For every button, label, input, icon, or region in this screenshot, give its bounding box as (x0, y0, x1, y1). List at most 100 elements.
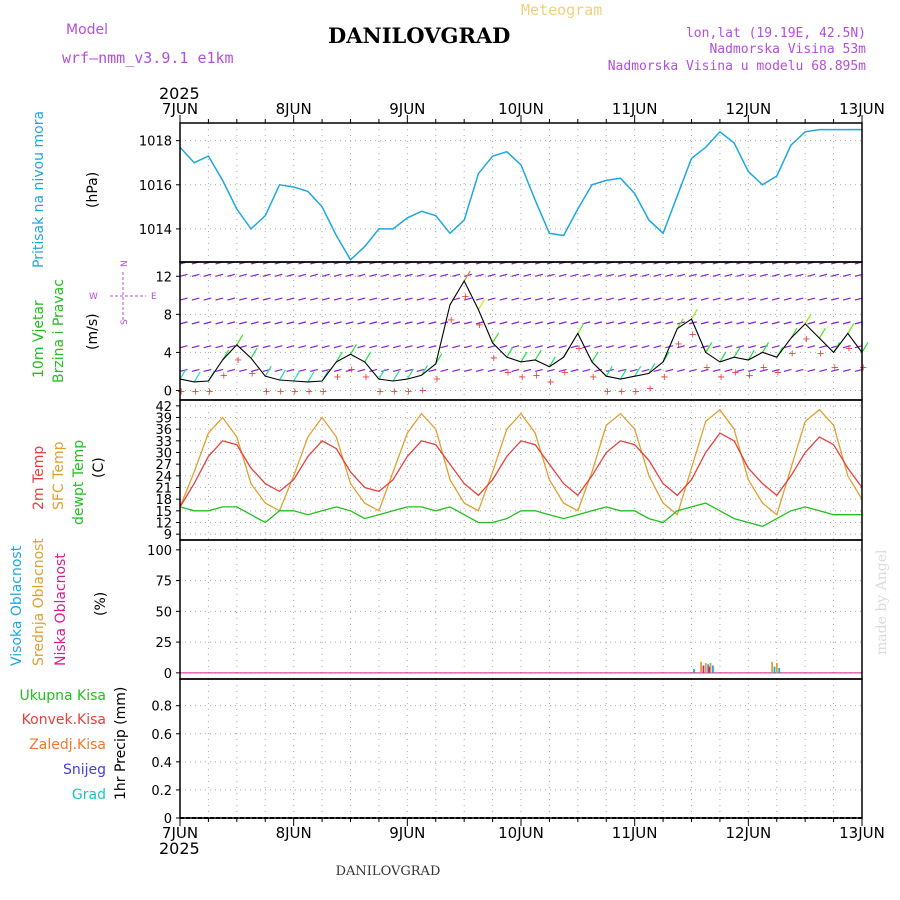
cloud-bar (704, 663, 707, 673)
dewpt-ylabel: dewpt Temp (71, 440, 87, 525)
wind-gust-marker: + (333, 372, 341, 383)
wind-barb-row (653, 368, 662, 373)
wind-barb-row (404, 273, 413, 277)
wind-barb-row (499, 345, 508, 349)
bottom-date-label: 9JUN (389, 824, 425, 842)
legend-total-precip: Ukupna Kisa (19, 688, 106, 704)
mid-cloud-ylabel: Srednja Oblacnost (31, 538, 47, 666)
wind-arrow (378, 368, 386, 380)
wind-barb-row (653, 345, 662, 349)
wind-barb-row (464, 345, 472, 349)
compass-north: N (120, 260, 130, 267)
wind-barb-row (250, 368, 259, 373)
wind-barb-row (570, 273, 579, 277)
wind-arrow (264, 365, 272, 377)
wind-gust-marker: + (490, 353, 498, 364)
y-tick-label: 0.4 (151, 756, 172, 771)
wind-barb-row (641, 345, 650, 349)
cloud-bar (700, 661, 702, 673)
wind-barb-row (464, 321, 472, 325)
y-tick-label: 27 (155, 458, 172, 473)
wind-barb-row (582, 297, 591, 301)
wind-barb-row (191, 368, 200, 373)
wind-gust-marker: + (646, 384, 654, 395)
bottom-date-label: 10JUN (498, 824, 544, 842)
wind-barb-row (819, 321, 828, 325)
wind-barb-row (665, 321, 674, 325)
wind-barb-row (357, 345, 366, 349)
wind-barb-row (736, 368, 745, 373)
panel-frame (179, 122, 863, 263)
cloud-bar (771, 661, 774, 673)
wind-barb-row (641, 297, 650, 301)
y-tick-label: 12 (155, 270, 172, 285)
wind-barb-row (487, 368, 496, 373)
wind-gust-marker: + (262, 386, 270, 397)
wind-barb-row (641, 273, 650, 277)
wind-barb-row (392, 273, 401, 277)
y-tick-label: 30 (155, 447, 172, 462)
wind-barb-row (795, 368, 804, 373)
y-tick-label: 8 (164, 308, 172, 323)
wind-arrow (463, 270, 471, 282)
wind-gust-marker: + (234, 355, 242, 366)
wind-barb-row (688, 345, 697, 349)
legend-graupel: Grad (72, 787, 106, 803)
wind-barb-row (191, 345, 200, 349)
cloud-bar (693, 669, 695, 673)
wind-gust-marker: + (603, 386, 611, 397)
wind-gust-marker: + (546, 377, 554, 388)
wind-barb-row (831, 321, 839, 325)
wind-arrow (619, 368, 627, 380)
wind-barb-row (546, 321, 555, 325)
wind-arrow (548, 356, 556, 367)
wind-barb-row (416, 273, 425, 277)
wind-barb-row (606, 297, 614, 301)
wind-barb-row (487, 297, 496, 301)
wind-barb-row (227, 273, 236, 277)
wind-barb-row (274, 321, 283, 325)
wind-barb-row (795, 345, 804, 349)
pressure-ylabel: Pritisak na nivou mora (31, 111, 47, 268)
wind-barb-row (345, 368, 354, 373)
wind-barb-row (641, 368, 650, 373)
wind-barb-row (274, 345, 283, 349)
year-top: 2025 (159, 84, 200, 103)
wind-barb-row (321, 297, 330, 301)
wind-gust-marker: + (518, 372, 526, 383)
wind-arrow (349, 344, 358, 355)
wind-barb-row (286, 297, 295, 301)
wind-gust-marker: + (433, 374, 441, 385)
wind-barb-row (771, 297, 780, 301)
wind-barb-row (239, 321, 247, 325)
wind-arrow (236, 334, 244, 346)
wind-barb-row (617, 297, 626, 301)
wind-barb-row (724, 297, 733, 301)
temp2m-ylabel: 2m Temp (31, 446, 47, 510)
wind-barb-row (239, 345, 247, 349)
wind-barb-row (345, 345, 354, 349)
wind-barb-row (487, 321, 496, 325)
wind-barb-row (416, 345, 425, 349)
wind-gust-marker: + (617, 386, 625, 397)
wind-barb-row (700, 368, 709, 373)
wind-barb-row (428, 321, 437, 325)
wind-ylabel-1: 10m Vjetar (31, 300, 47, 378)
y-tick-label: 24 (155, 470, 172, 485)
bottom-date-label: 8JUN (276, 824, 312, 842)
wind-gust-marker: + (504, 367, 512, 378)
wind-barb-row (535, 297, 543, 301)
wind-barb-row (795, 297, 804, 301)
y-tick-label: 12 (155, 517, 172, 532)
wind-gust-marker: + (177, 386, 185, 397)
y-tick-label: 0.2 (151, 784, 172, 799)
wind-barb-row (535, 368, 543, 373)
wind-barb-row (570, 297, 579, 301)
wind-gust-marker: + (447, 315, 455, 326)
wind-barb-row (369, 345, 378, 349)
wind-barb-row (191, 297, 200, 301)
wind-barb-row (653, 321, 662, 325)
wind-gust-marker: + (461, 291, 469, 302)
wind-barb-row (440, 368, 449, 373)
temp-unit: (C) (91, 457, 107, 478)
